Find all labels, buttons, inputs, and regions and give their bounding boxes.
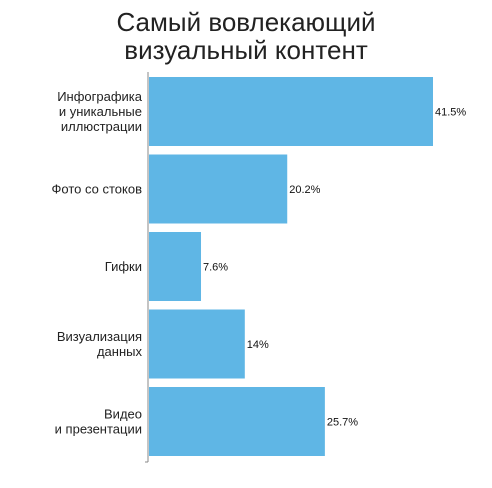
bar-3	[149, 309, 245, 379]
bar-1	[149, 154, 288, 224]
bar-2	[149, 232, 202, 301]
bar-4	[149, 387, 325, 456]
bar-0	[149, 77, 433, 146]
value-label-1: 20.2%	[289, 184, 320, 196]
category-label-3-line-0: Визуализация	[57, 329, 142, 344]
chart-title-line-2: визуальный контент	[124, 35, 368, 65]
category-label-3-line-1: данных	[97, 344, 143, 359]
category-label-0-line-0: Инфографика	[57, 89, 143, 104]
chart-title-line-1: Самый вовлекающий	[116, 7, 376, 37]
value-label-3: 14%	[247, 339, 269, 351]
category-label-0: Инфографика и уникальные иллюстрации	[57, 89, 143, 134]
value-label-0: 41.5%	[435, 107, 466, 119]
category-label-4-line-0: Видео	[104, 407, 142, 422]
category-label-4-line-1: и презентации	[55, 422, 142, 437]
category-label-2: Гифки	[105, 259, 142, 274]
category-label-3: Визуализация данных	[57, 329, 143, 359]
value-label-4: 25.7%	[327, 417, 358, 429]
category-label-0-line-2: иллюстрации	[61, 119, 142, 134]
category-label-2-line-0: Гифки	[105, 259, 142, 274]
category-label-4: Видео и презентации	[55, 407, 142, 437]
chart-title: Самый вовлекающий визуальный контент	[0, 8, 492, 64]
value-label-2: 7.6%	[203, 262, 228, 274]
category-label-0-line-1: и уникальные	[59, 104, 142, 119]
category-label-1-line-0: Фото со стоков	[52, 182, 143, 197]
category-label-1: Фото со стоков	[52, 182, 143, 197]
